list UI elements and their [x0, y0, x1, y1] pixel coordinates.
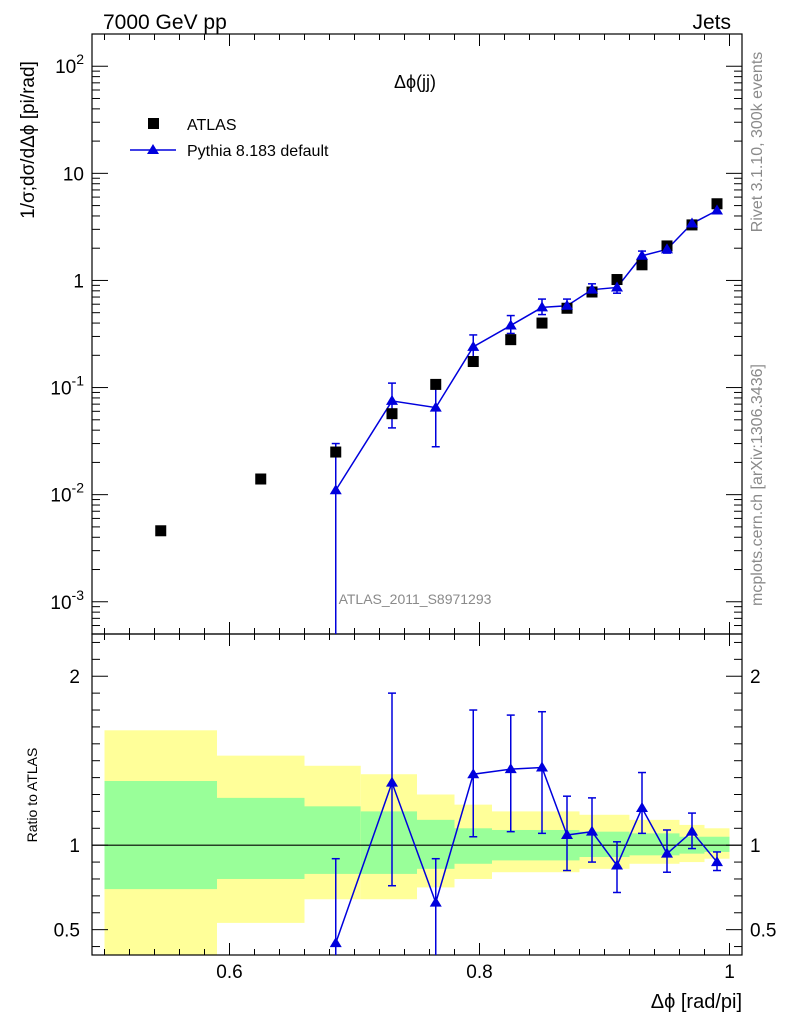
main-pythia-point-4 — [504, 319, 517, 330]
ratio-pythia-point-6 — [561, 829, 573, 840]
x-tick-label-0.8: 0.8 — [466, 962, 492, 983]
ratio-y-axis-label: Ratio to ATLAS — [24, 748, 40, 843]
ratio-band-green-8 — [629, 833, 680, 856]
ratio-band-green-7 — [579, 831, 630, 858]
atlas-point-6 — [505, 334, 517, 346]
ratio-pythia-point-0 — [329, 937, 342, 948]
ratio-pythia-point-1 — [386, 776, 398, 787]
atlas-point-0 — [155, 525, 167, 537]
ratio-y-tick-label-left-0.5: 0.5 — [54, 921, 80, 942]
ratio-pythia-point-10 — [661, 847, 673, 858]
ratio-band-green-2 — [304, 806, 361, 874]
atlas-point-2 — [330, 446, 342, 458]
rivet-label: Rivet 3.1.10, 300k events — [749, 52, 766, 233]
main-pythia-point-6 — [561, 299, 573, 310]
ratio-pythia-point-9 — [636, 802, 648, 813]
ratio-y-tick-label-right-1: 1 — [750, 836, 761, 857]
atlas-point-10 — [611, 274, 623, 286]
legend-pythia-marker — [147, 144, 159, 154]
header-category: Jets — [692, 11, 731, 34]
atlas-point-5 — [467, 356, 479, 368]
main-y-tick-label-1: 10-2 — [50, 480, 84, 507]
atlas-point-4 — [430, 378, 442, 390]
main-pythia-point-7 — [586, 283, 598, 294]
ratio-pythia-point-2 — [429, 896, 442, 907]
atlas-point-3 — [386, 408, 398, 420]
ratio-y-tick-label-left-2: 2 — [69, 667, 80, 688]
main-pythia-point-2 — [429, 401, 442, 412]
header-energy: 7000 GeV pp — [103, 11, 227, 34]
main-y-tick-label-3: 1 — [73, 271, 84, 292]
ratio-y-tick-label-right-2: 2 — [750, 667, 761, 688]
ratio-y-tick-label-right-0.5: 0.5 — [750, 921, 776, 942]
x-tick-label-0.6: 0.6 — [216, 962, 242, 983]
main-pythia-point-3 — [467, 340, 480, 351]
main-pythia-point-12 — [711, 204, 723, 215]
main-y-tick-label-5: 102 — [55, 51, 84, 78]
main-y-tick-label-0: 10-3 — [50, 587, 84, 614]
main-y-tick-label-4: 10 — [63, 164, 84, 185]
main-pythia-point-11 — [686, 217, 698, 228]
ratio-pythia-point-7 — [586, 825, 598, 836]
legend-atlas-marker — [148, 118, 159, 129]
ratio-pythia-point-12 — [711, 856, 723, 867]
ratio-pythia-point-8 — [611, 859, 623, 870]
atlas-point-7 — [536, 317, 548, 329]
atlas-point-14 — [711, 198, 723, 210]
ratio-pythia-point-5 — [536, 761, 548, 772]
generated-marks: 0.6 0.8 1 10-3 10-2 10-1 1 10 102 0.5 0.5 1 1 2 2 — [50, 33, 776, 983]
main-plot-title: Δϕ(jj) — [394, 72, 436, 92]
main-pythia-point-9 — [636, 249, 648, 260]
main-y-tick-label-2: 10-1 — [50, 373, 84, 400]
main-y-axis-label: 1/σ;dσ/dΔϕ [pi/rad] — [18, 61, 39, 219]
ratio-pythia-point-11 — [686, 825, 698, 836]
legend-pythia-label: Pythia 8.183 default — [187, 143, 329, 160]
analysis-watermark: ATLAS_2011_S8971293 — [339, 591, 492, 607]
mcplots-label: mcplots.cern.ch [arXiv:1306.3436] — [749, 364, 766, 606]
main-pythia-line — [335, 209, 718, 491]
ratio-pythia-point-4 — [504, 763, 517, 774]
main-pythia-point-1 — [386, 394, 398, 405]
atlas-point-11 — [636, 259, 648, 271]
x-tick-label-1: 1 — [724, 962, 735, 983]
ratio-band-green-1 — [217, 797, 305, 879]
ratio-band-green-10 — [704, 836, 730, 852]
ratio-band-green-3 — [360, 811, 417, 874]
ratio-band-green-0 — [104, 780, 217, 890]
legend-atlas-label: ATLAS — [187, 117, 237, 134]
main-pythia-point-10 — [661, 243, 673, 254]
ratio-y-tick-label-left-1: 1 — [69, 836, 80, 857]
ratio-pythia-point-3 — [467, 768, 480, 779]
x-axis-label: Δϕ [rad/pi] — [651, 991, 742, 1013]
main-pythia-point-0 — [329, 484, 342, 495]
atlas-point-1 — [255, 473, 267, 485]
main-pythia-point-8 — [611, 281, 623, 292]
legend: ATLAS Pythia 8.183 default — [130, 117, 329, 160]
main-pythia-point-5 — [536, 301, 548, 312]
